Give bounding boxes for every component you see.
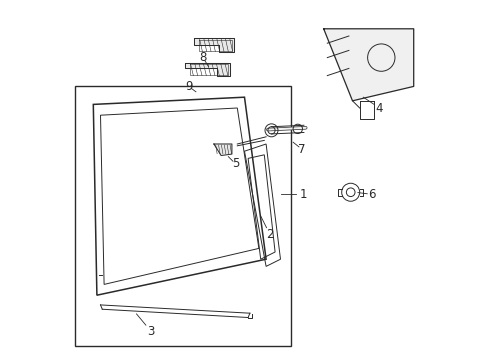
Polygon shape — [185, 63, 230, 76]
Polygon shape — [213, 144, 231, 156]
Text: 5: 5 — [231, 157, 239, 170]
Text: 2: 2 — [265, 228, 273, 240]
Text: 3: 3 — [147, 325, 154, 338]
Bar — [75, 86, 291, 346]
Text: 7: 7 — [298, 143, 305, 156]
Text: 9: 9 — [184, 80, 192, 93]
Polygon shape — [194, 38, 233, 52]
Text: 1: 1 — [300, 188, 307, 201]
Text: 4: 4 — [375, 102, 383, 114]
Text: 8: 8 — [199, 51, 206, 64]
Text: 6: 6 — [368, 188, 375, 201]
Polygon shape — [323, 29, 413, 101]
